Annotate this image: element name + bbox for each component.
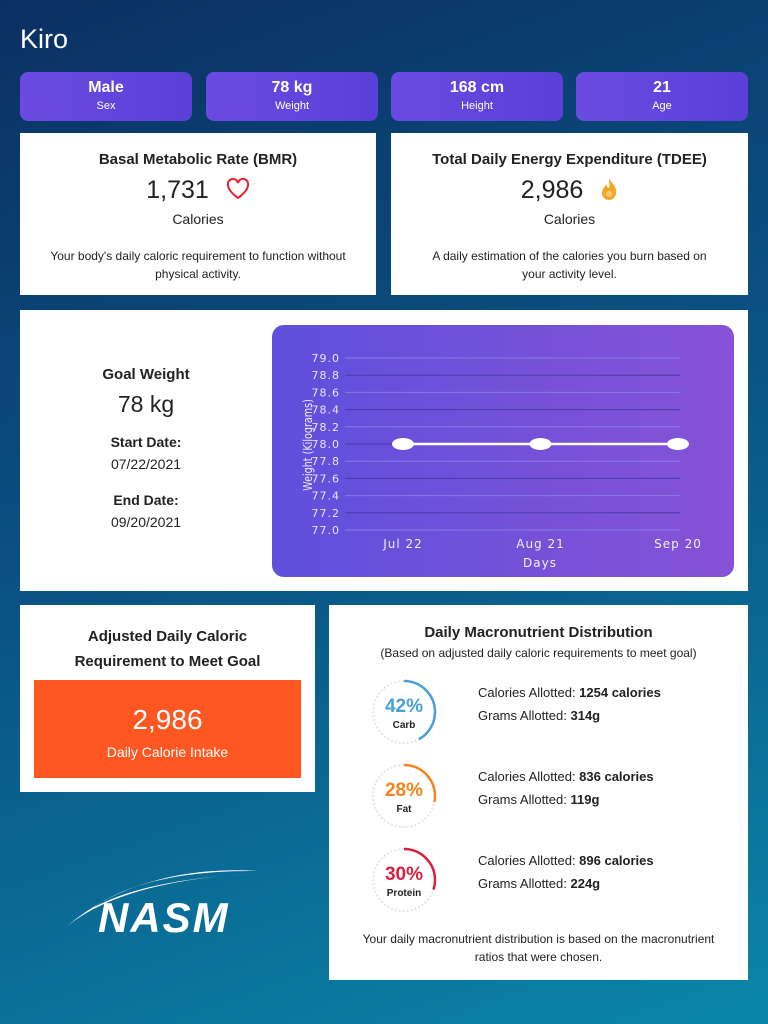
stat-value: 21 [653, 79, 671, 96]
y-tick-label: 77.8 [312, 455, 341, 468]
x-tick-label: Aug 21 [516, 537, 565, 551]
y-tick-label: 78.8 [312, 369, 341, 382]
macro-ring-fat: 28% Fat [370, 762, 438, 830]
tdee-card: Total Daily Energy Expenditure (TDEE) 2,… [391, 133, 748, 295]
macro-name: Carb [392, 720, 416, 731]
y-tick-label: 77.6 [312, 472, 341, 485]
x-tick-label: Sep 20 [654, 537, 702, 551]
goal-card: Goal Weight 78 kg Start Date: 07/22/2021… [20, 310, 748, 591]
stat-label: Height [461, 100, 493, 112]
macros-subtitle: (Based on adjusted daily caloric require… [380, 646, 697, 660]
macro-ring-protein: 30% Protein [370, 846, 438, 914]
bmr-card: Basal Metabolic Rate (BMR) 1,731 Calorie… [20, 133, 376, 295]
calories-value: 836 calories [579, 769, 654, 784]
stat-height: 168 cm Height [391, 72, 563, 121]
calories-label: Calories Allotted: [478, 685, 580, 700]
start-date-label: Start Date: [110, 434, 182, 450]
progress-ring [371, 847, 437, 913]
progress-ring [371, 679, 437, 745]
heart-icon [226, 177, 249, 200]
grams-value: 119g [570, 792, 600, 807]
macro-name: Fat [396, 804, 412, 815]
bmr-unit: Calories [172, 211, 224, 227]
grams-value: 224g [570, 876, 601, 891]
y-tick-label: 77.2 [312, 507, 341, 520]
nasm-logo: NASM [63, 870, 263, 938]
y-tick-label: 78.2 [312, 421, 341, 434]
y-tick-label: 77.0 [312, 524, 341, 537]
goal-weight-value: 78 kg [117, 391, 175, 417]
stat-label: Weight [274, 100, 310, 112]
tdee-description: A daily estimation of the calories you b… [432, 249, 707, 281]
goal-weight-label: Goal Weight [102, 366, 190, 383]
calorie-intake-value: 2,986 [132, 704, 203, 735]
grams-label: Grams Allotted: [478, 708, 571, 723]
calories-value: 896 calories [579, 853, 654, 868]
flame-icon [602, 178, 617, 200]
x-axis-label: Days [523, 556, 557, 570]
tdee-value: 2,986 [520, 176, 584, 204]
stat-value: 78 kg [271, 79, 313, 96]
stat-sex: Male Sex [20, 72, 192, 121]
bmr-description: Your body's daily caloric requirement to… [50, 249, 346, 281]
grams-value: 314g [570, 708, 601, 723]
macro-ring-carb: 42% Carb [370, 678, 438, 746]
macro-details: Calories Allotted: 836 calories Grams Al… [478, 765, 654, 811]
y-axis-label: Weight (Kilograms) [301, 399, 315, 491]
stat-weight: 78 kg Weight [206, 72, 378, 121]
end-date-value: 09/20/2021 [110, 514, 182, 530]
tdee-title: Total Daily Energy Expenditure (TDEE) [432, 151, 707, 168]
y-tick-label: 79.0 [312, 352, 341, 365]
calories-label: Calories Allotted: [478, 769, 580, 784]
adjusted-card: Adjusted Daily Caloric Requirement to Me… [20, 605, 315, 792]
macros-card: Daily Macronutrient Distribution (Based … [329, 605, 748, 980]
calorie-intake-label: Daily Calorie Intake [106, 744, 229, 760]
stat-label: Sex [96, 100, 116, 112]
y-tick-label: 78.6 [312, 386, 341, 399]
tdee-unit: Calories [543, 211, 596, 227]
y-tick-label: 78.0 [312, 438, 341, 451]
macros-footer: Your daily macronutrient distribution is… [362, 932, 715, 964]
grams-label: Grams Allotted: [478, 876, 571, 891]
y-tick-label: 78.4 [312, 404, 341, 417]
data-point [667, 438, 689, 450]
macro-details: Calories Allotted: 1254 calories Grams A… [478, 681, 661, 727]
stat-label: Age [652, 100, 672, 112]
grams-label: Grams Allotted: [478, 792, 571, 807]
client-name: Kiro [20, 24, 69, 54]
y-tick-label: 77.4 [312, 490, 341, 503]
macro-name: Protein [386, 888, 422, 899]
stat-value: Male [88, 79, 124, 96]
start-date-value: 07/22/2021 [110, 456, 182, 472]
calories-value: 1254 calories [579, 685, 661, 700]
calorie-intake-box: 2,986 Daily Calorie Intake [34, 680, 301, 778]
adjusted-title-line2: Requirement to Meet Goal [74, 653, 261, 670]
stat-value: 168 cm [449, 79, 505, 96]
macro-percent: 42% [384, 696, 424, 717]
bmr-value: 1,731 [146, 176, 209, 204]
macros-title: Daily Macronutrient Distribution [424, 624, 653, 641]
stat-age: 21 Age [576, 72, 748, 121]
weight-chart: 79.0 78.8 78.6 78.4 78.2 78.0 77.8 77.6 77.4 77.2… [272, 325, 734, 577]
svg-text:NASM: NASM [98, 894, 230, 938]
macro-percent: 28% [384, 780, 424, 801]
calories-label: Calories Allotted: [478, 853, 580, 868]
adjusted-title-line1: Adjusted Daily Caloric [87, 628, 248, 645]
progress-ring [371, 763, 437, 829]
chart-background [272, 325, 734, 577]
macro-details: Calories Allotted: 896 calories Grams Al… [478, 849, 654, 895]
data-point [529, 438, 552, 450]
data-point [392, 438, 414, 450]
x-tick-label: Jul 22 [382, 537, 423, 551]
end-date-label: End Date: [113, 492, 179, 508]
macro-percent: 30% [384, 864, 424, 885]
bmr-title: Basal Metabolic Rate (BMR) [98, 151, 298, 168]
